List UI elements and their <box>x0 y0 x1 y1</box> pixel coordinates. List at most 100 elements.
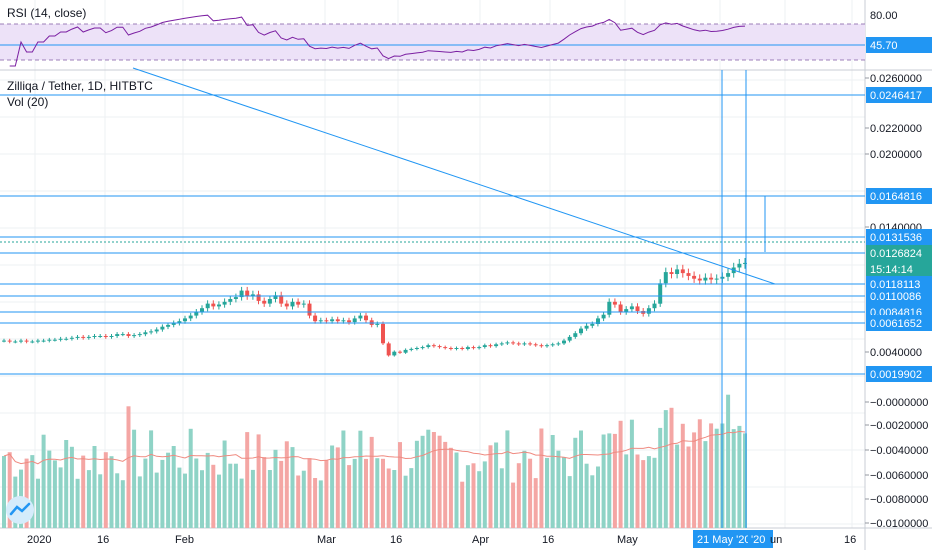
candle-body <box>516 343 521 345</box>
volume-bar <box>494 442 499 528</box>
volume-bar <box>41 434 46 528</box>
candle-body <box>539 345 544 347</box>
price-tick-label: 0.0040000 <box>870 347 922 359</box>
candle-body <box>330 319 335 322</box>
volume-bar <box>697 419 702 528</box>
volume-bar <box>137 476 142 528</box>
price-level-tag <box>866 188 932 204</box>
volume-bar <box>279 460 284 528</box>
time-tick-label: Feb <box>175 534 194 546</box>
price-tick-label: −0.0080000 <box>870 494 928 506</box>
candle-body <box>103 336 108 337</box>
volume-bar <box>584 463 589 528</box>
candle-body <box>290 301 295 307</box>
volume-label: Vol (20) <box>7 95 49 109</box>
volume-bar <box>714 428 719 528</box>
price-level-label: 0.0164816 <box>870 191 922 203</box>
volume-bar <box>392 470 397 528</box>
time-tick-label: 16 <box>97 534 109 546</box>
candle-body <box>296 301 301 305</box>
time-cursor-tag <box>693 530 748 548</box>
volume-bar <box>398 442 402 528</box>
volume-bar <box>24 458 29 528</box>
candle-body <box>41 340 46 342</box>
volume-bar <box>680 423 685 528</box>
candle-body <box>132 335 137 337</box>
candlestick-series <box>2 258 747 357</box>
candle-body <box>652 303 657 309</box>
volume-bar <box>30 455 35 528</box>
rsi-line-group <box>0 14 865 67</box>
candle-body <box>109 336 114 337</box>
volume-bar <box>414 440 419 528</box>
volume-bar <box>375 458 380 528</box>
candle-body <box>386 343 391 356</box>
price-level-tag <box>866 366 932 382</box>
volume-bar <box>245 432 250 528</box>
time-cursor-label: 21 May '20 <box>697 534 750 546</box>
candle-body <box>669 272 674 274</box>
candle-body <box>697 278 702 281</box>
volume-bar <box>550 435 555 528</box>
time-cursor-tag <box>748 530 773 548</box>
volume-bar <box>352 458 357 528</box>
candle-body <box>98 336 103 337</box>
time-tick-label: un <box>770 534 782 546</box>
volume-bar <box>618 420 623 528</box>
volume-bar <box>403 475 408 528</box>
candle-body <box>618 304 623 312</box>
volume-bar <box>499 468 504 528</box>
volume-bar <box>103 452 108 528</box>
volume-bar <box>109 456 114 528</box>
candle-body <box>324 320 329 322</box>
volume-bar <box>313 478 318 528</box>
volume-bar <box>52 460 57 528</box>
volume-bar <box>596 466 600 528</box>
rsi-band <box>0 24 865 60</box>
volume-bar <box>579 430 583 528</box>
candle-body <box>154 329 159 332</box>
volume-bar <box>663 410 668 528</box>
candle-body <box>686 273 691 276</box>
volume-bar <box>646 456 651 528</box>
volume-bar <box>465 465 470 528</box>
volume-bar <box>86 470 91 528</box>
candle-body <box>522 343 527 345</box>
volume-bar <box>2 456 6 528</box>
time-tick-label: Mar <box>317 534 336 546</box>
candle-body <box>398 351 402 353</box>
volume-bar <box>273 449 278 528</box>
candle-body <box>381 323 385 344</box>
candle-body <box>675 269 680 274</box>
horizontal-levels[interactable] <box>0 67 865 528</box>
candle-body <box>30 341 35 343</box>
volume-bar <box>200 470 204 528</box>
candle-body <box>7 340 12 342</box>
price-tick-label: −0.0100000 <box>870 518 928 530</box>
volume-bar <box>347 465 352 528</box>
candle-body <box>222 301 227 305</box>
volume-bar <box>448 447 453 528</box>
candle-body <box>635 306 640 311</box>
candle-body <box>47 339 52 341</box>
candle-body <box>562 340 566 344</box>
candle-body <box>465 347 470 349</box>
volume-bar <box>488 445 493 528</box>
volume-bar <box>686 446 691 528</box>
volume-bar <box>188 428 193 528</box>
candle-body <box>86 336 91 338</box>
candle-body <box>171 323 176 325</box>
candle-body <box>307 303 312 316</box>
candle-body <box>414 348 419 349</box>
time-tick-label: Apr <box>472 534 489 546</box>
candle-body <box>194 311 199 316</box>
price-tick-label: 0.0260000 <box>870 73 922 85</box>
volume-bar <box>409 468 414 528</box>
candle-body <box>567 336 572 341</box>
candle-body <box>454 348 459 349</box>
candle-body <box>658 283 663 304</box>
volume-bar <box>160 459 165 528</box>
candle-body <box>663 272 668 284</box>
volume-bar <box>516 463 521 528</box>
